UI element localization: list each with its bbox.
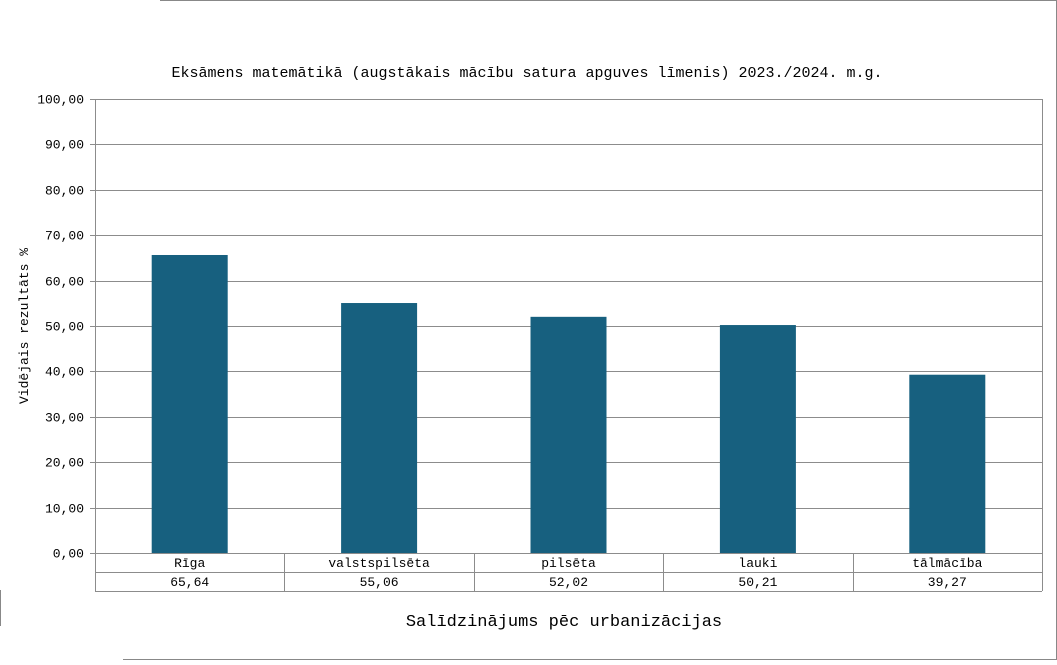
y-axis-ticks: 0,00 10,00 20,00 30,00 40,00 50,00 60,00 70,00 8… — [37, 93, 84, 562]
data-label: 65,64 — [170, 575, 209, 590]
bar — [531, 317, 607, 553]
y-tick-label: 50,00 — [45, 320, 84, 335]
x-tick-label: lauki — [738, 556, 777, 571]
x-tick-label: valstspilsēta — [328, 556, 430, 571]
bar — [909, 375, 985, 553]
data-label: 52,02 — [549, 575, 588, 590]
chart-title: Eksāmens matemātikā (augstākais mācību s… — [171, 65, 882, 82]
x-tick-label: tālmācība — [912, 556, 982, 571]
data-label: 50,21 — [738, 575, 777, 590]
y-axis-label: Vidējais rezultāts % — [17, 248, 32, 404]
data-label: 39,27 — [928, 575, 967, 590]
y-tick-label: 20,00 — [45, 456, 84, 471]
x-tick-label: pilsēta — [541, 556, 596, 571]
data-table: Rīga 65,64 valstspilsēta 55,06 pilsēta 52,02 l… — [95, 553, 1043, 592]
bar — [152, 255, 228, 553]
bar — [720, 325, 796, 553]
bar — [341, 303, 417, 553]
y-tick-label: 80,00 — [45, 184, 84, 199]
data-label: 55,06 — [360, 575, 399, 590]
x-axis-label: Salīdzinājums pēc urbanizācijas — [406, 613, 722, 632]
y-tick-label: 30,00 — [45, 411, 84, 426]
y-tick-label: 0,00 — [53, 547, 84, 562]
y-tick-label: 90,00 — [45, 138, 84, 153]
x-tick-label: Rīga — [174, 556, 205, 571]
y-tick-label: 70,00 — [45, 229, 84, 244]
y-tick-label: 60,00 — [45, 275, 84, 290]
y-tick-label: 100,00 — [37, 93, 84, 108]
y-tick-label: 40,00 — [45, 365, 84, 380]
y-tick-label: 10,00 — [45, 502, 84, 517]
